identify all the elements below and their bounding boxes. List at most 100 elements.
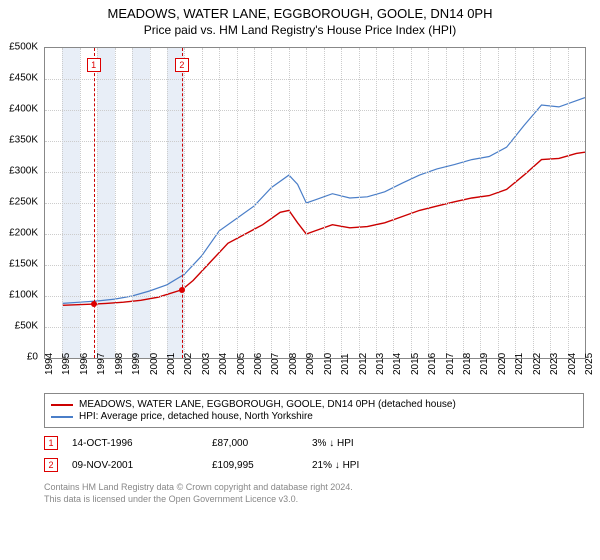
y-axis-label: £50K — [15, 321, 38, 332]
y-axis-label: £350K — [9, 135, 38, 146]
gridline-vertical — [324, 48, 325, 358]
gridline-horizontal — [45, 172, 585, 173]
gridline-vertical — [132, 48, 133, 358]
gridline-vertical — [80, 48, 81, 358]
legend-label: HPI: Average price, detached house, Nort… — [79, 411, 313, 422]
gridline-vertical — [515, 48, 516, 358]
gridline-vertical — [568, 48, 569, 358]
legend-box: MEADOWS, WATER LANE, EGGBOROUGH, GOOLE, … — [44, 393, 584, 428]
x-axis-label: 2008 — [288, 353, 299, 375]
y-axis-label: £0 — [27, 352, 38, 363]
gridline-vertical — [550, 48, 551, 358]
x-axis-label: 2014 — [392, 353, 403, 375]
gridline-vertical — [498, 48, 499, 358]
gridline-vertical — [271, 48, 272, 358]
sale-marker-line — [182, 48, 183, 358]
x-axis-label: 1999 — [131, 353, 142, 375]
title-line-2: Price paid vs. HM Land Registry's House … — [0, 23, 600, 37]
x-axis-label: 1994 — [44, 353, 55, 375]
x-axis-label: 2012 — [358, 353, 369, 375]
sale-number-box: 1 — [44, 436, 58, 450]
x-axis-label: 2011 — [340, 353, 351, 375]
gridline-horizontal — [45, 141, 585, 142]
x-axis-label: 2016 — [427, 353, 438, 375]
x-axis-label: 2006 — [253, 353, 264, 375]
sale-date: 14-OCT-1996 — [72, 438, 212, 449]
gridline-horizontal — [45, 296, 585, 297]
x-axis-label: 2023 — [549, 353, 560, 375]
x-axis-label: 2019 — [479, 353, 490, 375]
sales-annotations: 114-OCT-1996£87,0003% ↓ HPI209-NOV-2001£… — [44, 436, 584, 472]
y-axis-label: £450K — [9, 73, 38, 84]
gridline-horizontal — [45, 234, 585, 235]
footer-line-1: Contains HM Land Registry data © Crown c… — [44, 482, 584, 494]
y-axis-label: £150K — [9, 259, 38, 270]
gridline-vertical — [62, 48, 63, 358]
gridline-vertical — [254, 48, 255, 358]
y-axis-label: £400K — [9, 104, 38, 115]
legend-swatch — [51, 404, 73, 406]
y-axis-label: £200K — [9, 228, 38, 239]
gridline-horizontal — [45, 327, 585, 328]
sale-marker-box: 2 — [175, 58, 189, 72]
gridline-vertical — [150, 48, 151, 358]
x-axis-label: 2013 — [375, 353, 386, 375]
gridline-vertical — [359, 48, 360, 358]
x-axis-label: 1995 — [61, 353, 72, 375]
gridline-vertical — [97, 48, 98, 358]
gridline-vertical — [463, 48, 464, 358]
gridline-vertical — [167, 48, 168, 358]
x-axis-label: 2005 — [236, 353, 247, 375]
gridline-vertical — [306, 48, 307, 358]
sale-number-box: 2 — [44, 458, 58, 472]
x-axis-label: 2024 — [567, 353, 578, 375]
x-axis-label: 2022 — [532, 353, 543, 375]
y-axis-label: £500K — [9, 42, 38, 53]
legend-row: HPI: Average price, detached house, Nort… — [51, 411, 577, 422]
gridline-vertical — [219, 48, 220, 358]
footer-attribution: Contains HM Land Registry data © Crown c… — [44, 482, 584, 505]
plot-area: 12 — [44, 47, 586, 359]
x-axis-label: 2007 — [270, 353, 281, 375]
x-axis-label: 1997 — [96, 353, 107, 375]
x-axis-label: 2010 — [323, 353, 334, 375]
x-axis-label: 2020 — [497, 353, 508, 375]
sale-hpi-diff: 21% ↓ HPI — [312, 460, 452, 471]
sale-hpi-diff: 3% ↓ HPI — [312, 438, 452, 449]
gridline-horizontal — [45, 265, 585, 266]
y-axis-label: £300K — [9, 166, 38, 177]
legend-label: MEADOWS, WATER LANE, EGGBOROUGH, GOOLE, … — [79, 399, 456, 410]
footer-line-2: This data is licensed under the Open Gov… — [44, 494, 584, 506]
gridline-vertical — [289, 48, 290, 358]
sale-price: £109,995 — [212, 460, 312, 471]
y-axis-label: £250K — [9, 197, 38, 208]
x-axis-label: 2025 — [584, 353, 595, 375]
gridline-horizontal — [45, 203, 585, 204]
title-line-1: MEADOWS, WATER LANE, EGGBOROUGH, GOOLE, … — [0, 6, 600, 21]
sale-annotation-row: 114-OCT-1996£87,0003% ↓ HPI — [44, 436, 584, 450]
sale-dot — [91, 301, 97, 307]
gridline-horizontal — [45, 110, 585, 111]
gridline-vertical — [376, 48, 377, 358]
sale-date: 09-NOV-2001 — [72, 460, 212, 471]
x-axis-label: 2002 — [183, 353, 194, 375]
sale-annotation-row: 2 09-NOV-2001£109,99521% ↓ HPI — [44, 458, 584, 472]
sale-marker-box: 1 — [87, 58, 101, 72]
sale-dot — [179, 287, 185, 293]
gridline-horizontal — [45, 79, 585, 80]
sale-marker-line — [94, 48, 95, 358]
legend-row: MEADOWS, WATER LANE, EGGBOROUGH, GOOLE, … — [51, 399, 577, 410]
chart-title: MEADOWS, WATER LANE, EGGBOROUGH, GOOLE, … — [0, 0, 600, 37]
gridline-vertical — [428, 48, 429, 358]
x-axis-label: 2015 — [410, 353, 421, 375]
x-axis-label: 2003 — [201, 353, 212, 375]
gridline-vertical — [184, 48, 185, 358]
gridline-vertical — [341, 48, 342, 358]
gridline-vertical — [115, 48, 116, 358]
x-axis-label: 2009 — [305, 353, 316, 375]
gridline-vertical — [446, 48, 447, 358]
x-axis-label: 2004 — [218, 353, 229, 375]
x-axis-label: 2021 — [514, 353, 525, 375]
x-axis-label: 2018 — [462, 353, 473, 375]
gridline-vertical — [411, 48, 412, 358]
